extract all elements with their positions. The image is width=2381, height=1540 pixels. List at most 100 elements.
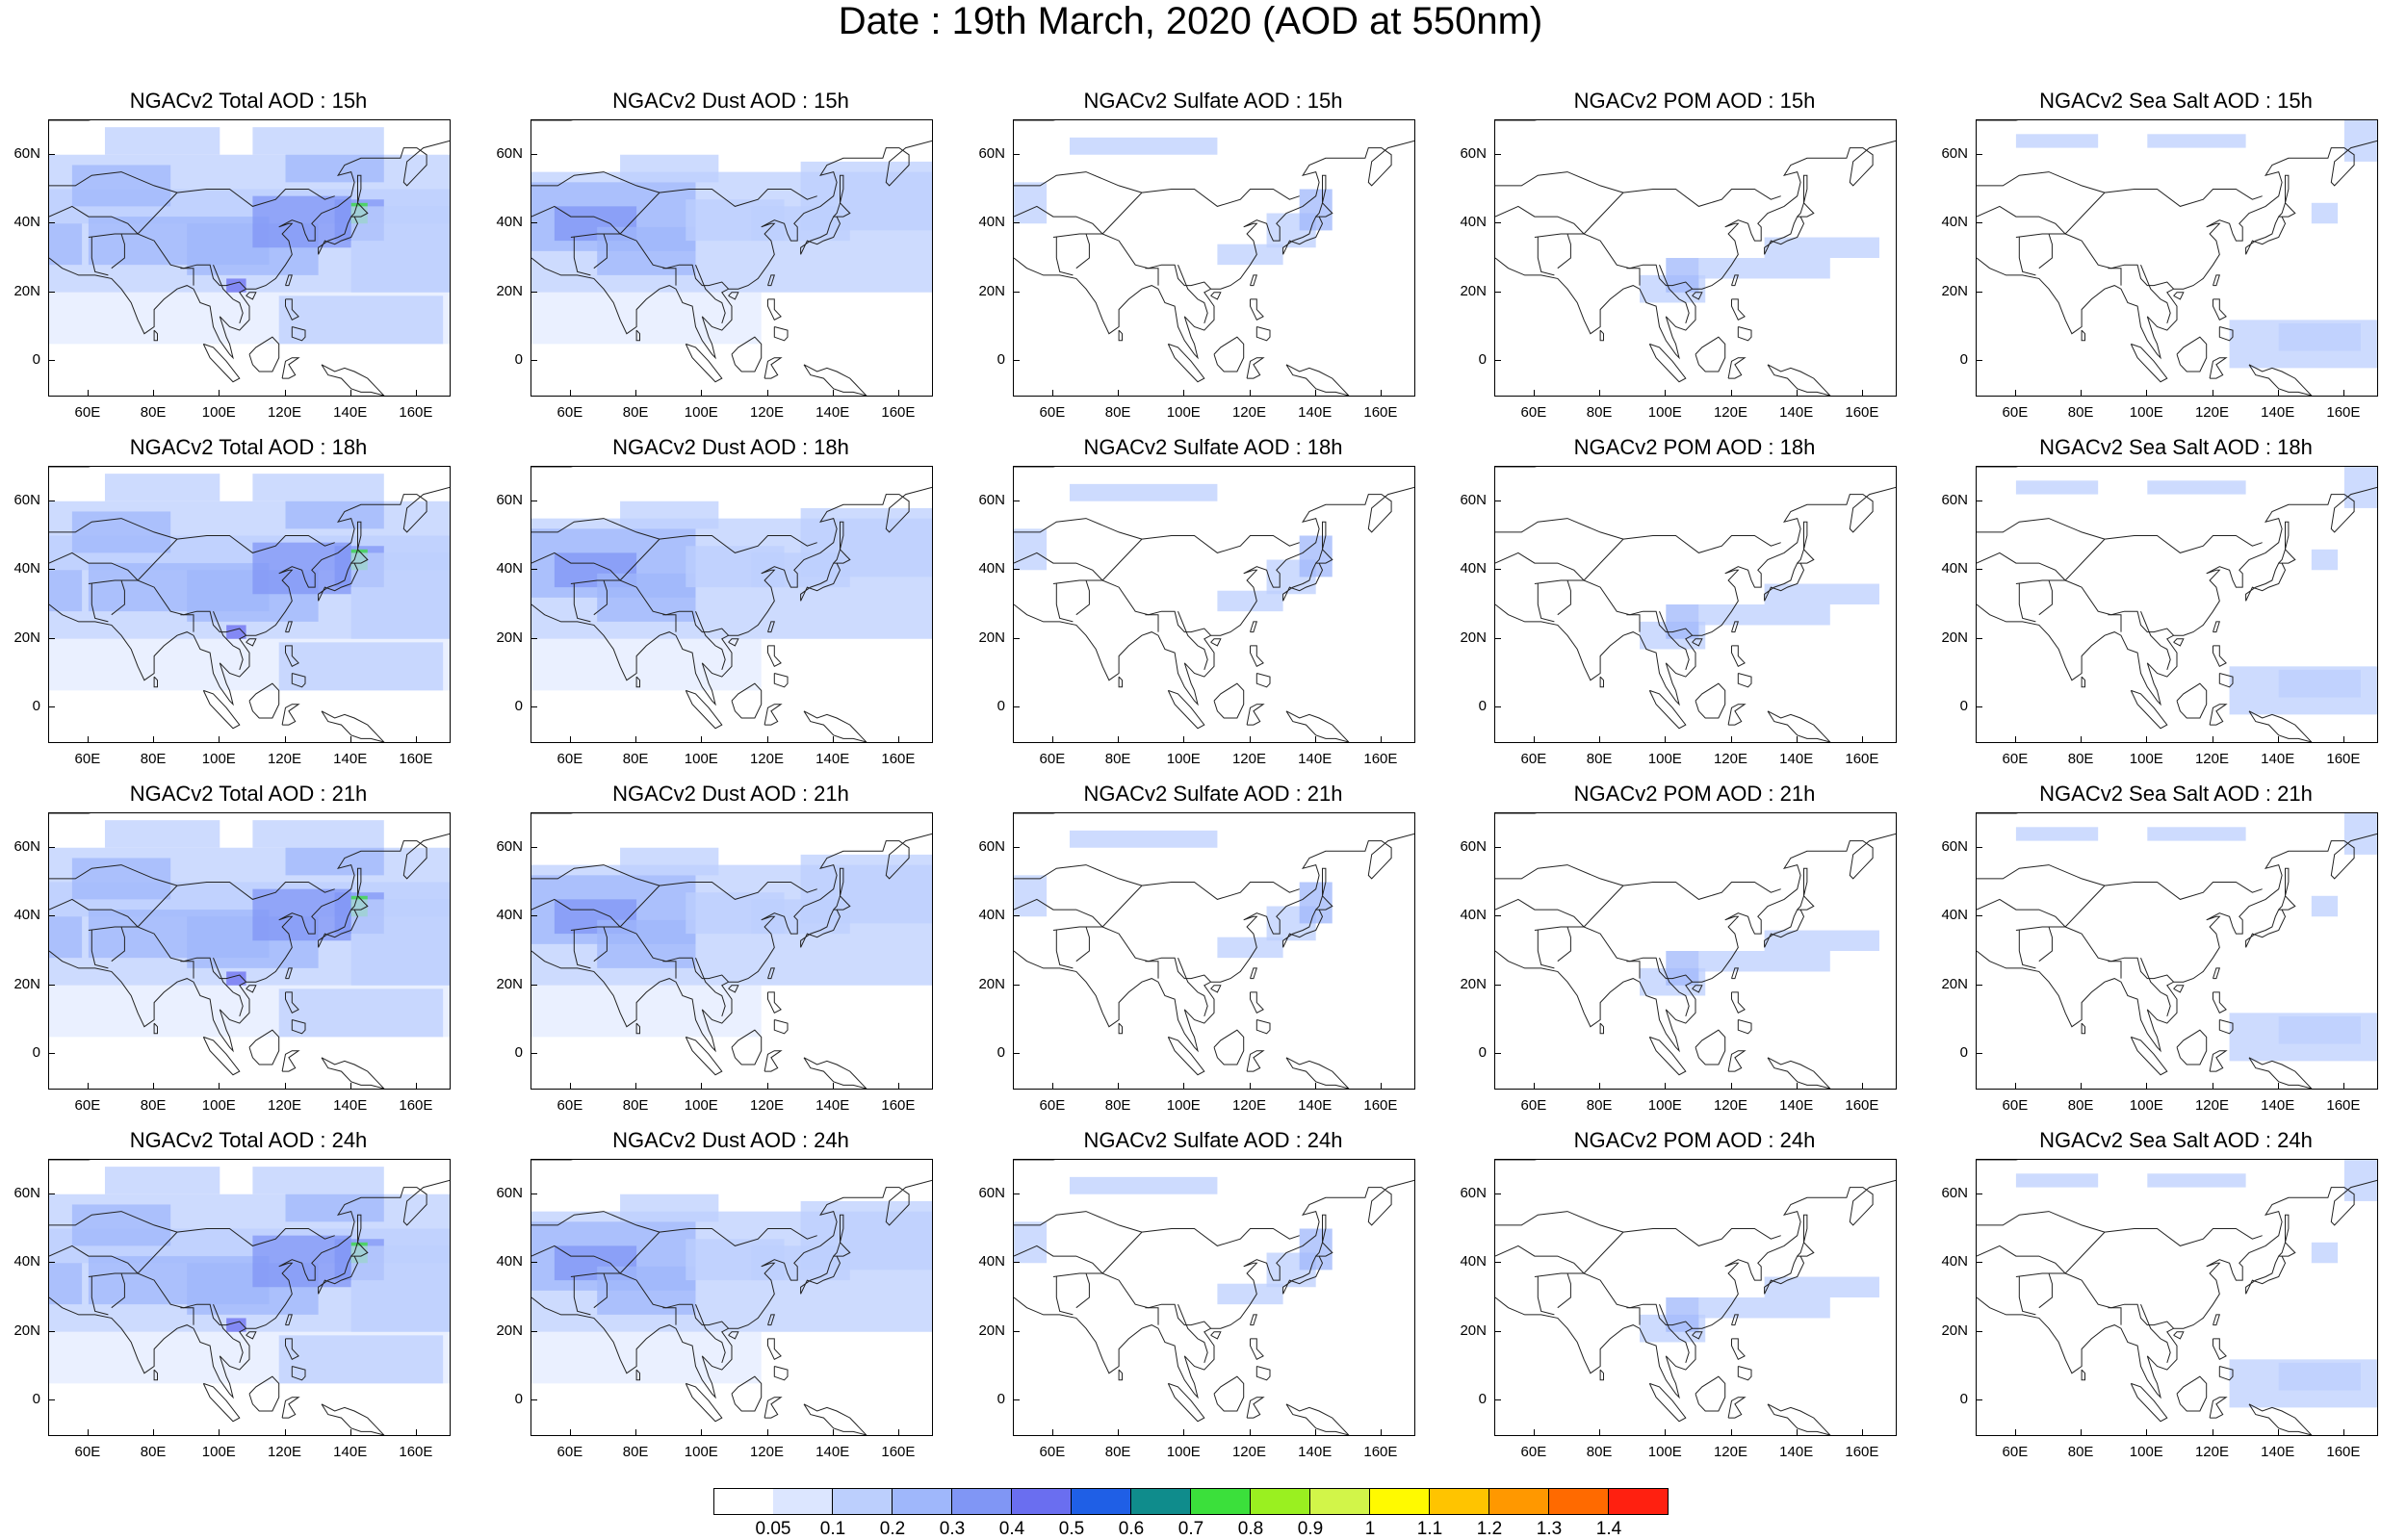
lon-tick-label: 100E [201, 751, 236, 767]
coastline [2173, 985, 2185, 993]
coastline [1250, 645, 1264, 667]
lon-tick [153, 736, 155, 742]
coastline [1246, 1050, 1265, 1072]
lon-tick-label: 140E [2261, 1097, 2295, 1114]
panel-title: NGACv2 Sulfate AOD : 21h [1083, 782, 1343, 806]
coastline [321, 364, 385, 396]
panel-title: NGACv2 Sea Salt AOD : 21h [2039, 782, 2313, 806]
aod-region [800, 507, 932, 578]
coastline [1803, 867, 1808, 896]
map-panel: NGACv2 POM AOD : 21h 60N 40N 20N 0 60E 80E 100E… [1460, 782, 1947, 1159]
coastline [833, 201, 851, 218]
coastline [1737, 326, 1752, 342]
lat-tick [1977, 1053, 1982, 1055]
coastline [1626, 1307, 1641, 1325]
coastline [531, 1179, 932, 1399]
lon-tick-label: 120E [2194, 404, 2230, 421]
coastline [1250, 274, 1257, 287]
coastline [2176, 336, 2208, 372]
coastline [291, 673, 306, 688]
lon-tick [1665, 1429, 1667, 1435]
lon-tick-label: 100E [1166, 1097, 1201, 1114]
lon-tick-label: 120E [267, 1444, 302, 1460]
lat-tick-label: 40N [13, 560, 40, 578]
aod-region [620, 847, 719, 876]
lon-tick [1249, 1429, 1251, 1435]
coastline [2064, 189, 2263, 235]
coastline [153, 1369, 158, 1381]
coastline [213, 1304, 244, 1364]
aod-region [531, 1331, 762, 1384]
figure-title: Date : 19th March, 2020 (AOD at 550nm) [838, 0, 1543, 42]
coastline [2018, 930, 2036, 969]
coastline [111, 1272, 125, 1309]
coastline [1626, 268, 1641, 286]
coastline [695, 958, 726, 1017]
lat-tick-label: 20N [1460, 1322, 1487, 1339]
coastline [1178, 611, 1208, 671]
coastline [2038, 1272, 2053, 1309]
lat-tick [49, 984, 55, 986]
lon-tick [1665, 1083, 1667, 1089]
panel-title: NGACv2 Sulfate AOD : 15h [1083, 89, 1343, 113]
lat-tick-label: 0 [1959, 698, 1968, 715]
coastline [2038, 579, 2053, 616]
coastline [728, 985, 739, 993]
lat-tick [1977, 569, 1982, 571]
lon-tick-label: 60E [2002, 404, 2029, 421]
lon-tick-label: 100E [1647, 1097, 1682, 1114]
coastline [1014, 864, 1143, 886]
coastline [1014, 171, 1143, 193]
coastline [763, 1397, 783, 1419]
coastline [318, 562, 359, 602]
coastline [321, 710, 385, 742]
lon-tick-label: 140E [1298, 1444, 1333, 1460]
coastline [1731, 274, 1739, 287]
aod-region [252, 474, 384, 501]
lat-tick [1977, 1330, 1982, 1332]
coastline [695, 265, 726, 324]
lon-tick-label: 100E [2129, 1444, 2163, 1460]
lon-tick [153, 390, 155, 396]
colorbar-swatch [1310, 1488, 1370, 1515]
map-panel: NGACv2 Dust AOD : 24h 60N 40N 20N 0 60E 80E 100… [496, 1128, 983, 1505]
lat-tick-label: 60N [1941, 837, 1968, 855]
lon-tick-label: 60E [2002, 1097, 2029, 1114]
coastline [1767, 364, 1831, 396]
lon-tick-label: 160E [2326, 1097, 2361, 1114]
aod-region [226, 1318, 246, 1332]
coastline [1583, 189, 1781, 235]
coastline [1178, 958, 1208, 1017]
coastline [1977, 1245, 2066, 1274]
lon-tick [832, 1429, 834, 1435]
coastline [2218, 326, 2234, 342]
aod-region [2015, 827, 2099, 841]
coastline [1583, 882, 1781, 928]
aod-field [531, 813, 932, 1089]
lon-tick [701, 1083, 703, 1089]
coastline [1495, 833, 1896, 1053]
lat-tick [531, 360, 537, 362]
coastline [767, 991, 782, 1014]
lon-tick [1796, 1083, 1798, 1089]
coastline [49, 833, 450, 1053]
lon-tick-label: 80E [1104, 1444, 1131, 1460]
aod-region [1764, 1276, 1879, 1297]
lat-tick-label: 20N [1941, 629, 1968, 646]
coastline [1246, 1397, 1265, 1419]
colorbar-label: 1.3 [1536, 1519, 1563, 1539]
lat-tick [531, 706, 537, 708]
panel-title: NGACv2 Total AOD : 21h [129, 782, 368, 806]
aod-field [531, 467, 932, 742]
aod-field [1977, 467, 2377, 742]
map-panel: NGACv2 Total AOD : 15h 60N 40N 20N 0 60E 80E 10… [13, 89, 501, 466]
coastline [1210, 1331, 1222, 1340]
colorbar-swatch [1549, 1488, 1609, 1515]
lat-tick [531, 1262, 537, 1264]
coastline [573, 1276, 591, 1316]
map-frame [1013, 466, 1415, 743]
lon-tick-label: 120E [267, 404, 302, 421]
coastline [1731, 1314, 1739, 1326]
aod-region [350, 552, 450, 639]
coastline [1659, 1304, 1690, 1364]
